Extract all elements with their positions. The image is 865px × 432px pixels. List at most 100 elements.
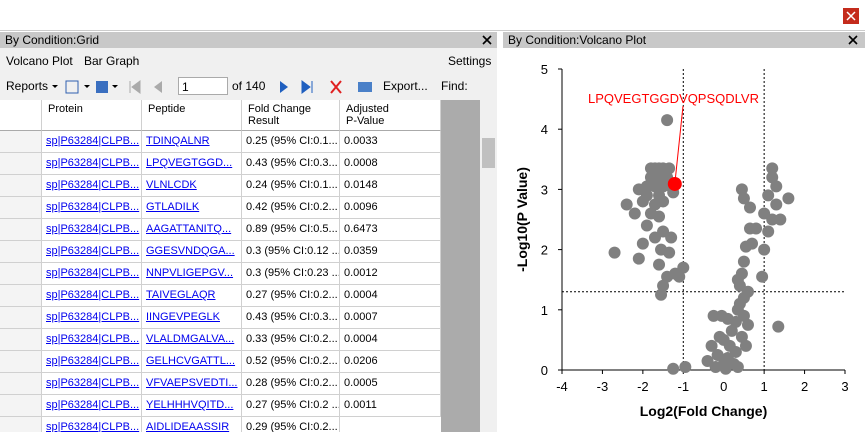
- page-count: of 140: [232, 79, 266, 93]
- peptide-link[interactable]: NNPVLIGEPGV...: [142, 263, 242, 285]
- grid-cell: 0.33 (95% CI:0.2...: [242, 329, 340, 351]
- peptide-link[interactable]: GGESVNDQGA...: [142, 241, 242, 263]
- protein-link[interactable]: sp|P63284|CLPB...: [42, 219, 142, 241]
- menu-item[interactable]: Settings: [448, 54, 492, 68]
- protein-link[interactable]: sp|P63284|CLPB...: [42, 329, 142, 351]
- peptide-link[interactable]: AIDLIDEAASSIR: [142, 417, 242, 432]
- data-point: [739, 339, 752, 352]
- protein-link[interactable]: sp|P63284|CLPB...: [42, 395, 142, 417]
- data-point: [705, 339, 718, 352]
- y-tick-label: 3: [541, 182, 548, 197]
- data-point: [770, 198, 783, 211]
- protein-link[interactable]: sp|P63284|CLPB...: [42, 131, 142, 153]
- row-selector[interactable]: [0, 263, 42, 285]
- scroll-thumb[interactable]: [482, 138, 495, 168]
- column-header: Adjusted P-Value: [340, 100, 441, 131]
- row-selector[interactable]: [0, 219, 42, 241]
- peptide-link[interactable]: GELHCVGATTL...: [142, 351, 242, 373]
- peptide-link[interactable]: VLNLCDK: [142, 175, 242, 197]
- peptide-link[interactable]: TDINQALNR: [142, 131, 242, 153]
- volcano-plot: -4 -3 -2 -1 0 1 2 3 0 1 2 3 4 5 Log2(Fold Change) -Log1…: [514, 62, 849, 419]
- data-point: [640, 219, 653, 232]
- peptide-link[interactable]: VFVAEPSVEDTI...: [142, 373, 242, 395]
- data-point: [737, 192, 750, 205]
- data-point: [758, 243, 771, 256]
- grid-panel: By Condition:Grid Volcano Plot Bar Graph…: [0, 32, 497, 432]
- peptide-link[interactable]: LPQVEGTGGD...: [142, 153, 242, 175]
- menu-item[interactable]: Volcano Plot: [6, 54, 73, 68]
- data-point: [729, 315, 742, 328]
- export-button[interactable]: Export...: [383, 79, 428, 93]
- toolbar-icons: [52, 80, 162, 94]
- protein-link[interactable]: sp|P63284|CLPB...: [42, 351, 142, 373]
- panel-close[interactable]: [848, 35, 858, 45]
- grid-cell: 0.89 (95% CI:0.5...: [242, 219, 340, 241]
- grid-cell: 0.0004: [340, 329, 441, 351]
- protein-link[interactable]: sp|P63284|CLPB...: [42, 197, 142, 219]
- toolbar: Reports 1 of 140 Export... Find:: [0, 74, 497, 100]
- data-point: [735, 330, 748, 343]
- data-point: [719, 362, 732, 375]
- x-tick-label: -2: [637, 379, 649, 394]
- data-point: [667, 362, 680, 375]
- find-label: Find:: [441, 79, 468, 93]
- peptide-link[interactable]: GTLADILK: [142, 197, 242, 219]
- protein-link[interactable]: sp|P63284|CLPB...: [42, 175, 142, 197]
- row-selector[interactable]: [0, 373, 42, 395]
- protein-link[interactable]: sp|P63284|CLPB...: [42, 307, 142, 329]
- x-tick-label: 2: [801, 379, 808, 394]
- peptide-link[interactable]: TAIVEGLAQR: [142, 285, 242, 307]
- row-selector[interactable]: [0, 307, 42, 329]
- data-point: [657, 195, 670, 208]
- page-input[interactable]: 1: [178, 77, 228, 95]
- column-header: Protein: [42, 100, 142, 131]
- close-button[interactable]: [843, 8, 859, 24]
- data-point: [679, 360, 692, 373]
- scrollbar[interactable]: [480, 100, 497, 432]
- grid-cell: 0.3 (95% CI:0.23 ...: [242, 263, 340, 285]
- protein-link[interactable]: sp|P63284|CLPB...: [42, 263, 142, 285]
- grid-cell: 0.43 (95% CI:0.3...: [242, 153, 340, 175]
- panel-title: By Condition:Grid: [0, 32, 497, 48]
- y-tick-label: 4: [541, 122, 548, 137]
- row-selector[interactable]: [0, 351, 42, 373]
- reports-button[interactable]: Reports: [6, 79, 49, 93]
- data-point: [756, 270, 769, 283]
- x-tick-label: 1: [761, 379, 768, 394]
- data-point: [762, 189, 775, 202]
- label-leader: [674, 105, 684, 185]
- protein-link[interactable]: sp|P63284|CLPB...: [42, 417, 142, 432]
- row-selector[interactable]: [0, 395, 42, 417]
- x-tick-label: -1: [678, 379, 690, 394]
- protein-link[interactable]: sp|P63284|CLPB...: [42, 373, 142, 395]
- row-selector[interactable]: [0, 131, 42, 153]
- peptide-link[interactable]: AAGATTANITQ...: [142, 219, 242, 241]
- data-point: [669, 267, 682, 280]
- row-selector[interactable]: [0, 285, 42, 307]
- top-bar: [0, 0, 865, 31]
- grid-cell: 0.0012: [340, 263, 441, 285]
- protein-link[interactable]: sp|P63284|CLPB...: [42, 153, 142, 175]
- menu-item[interactable]: Bar Graph: [84, 54, 140, 68]
- data-point: [663, 246, 676, 259]
- data-point: [620, 198, 633, 211]
- row-selector[interactable]: [0, 329, 42, 351]
- grid-cell: 0.42 (95% CI:0.2...: [242, 197, 340, 219]
- x-tick-label: -3: [597, 379, 609, 394]
- row-selector[interactable]: [0, 153, 42, 175]
- grid-cell: 0.28 (95% CI:0.2...: [242, 373, 340, 395]
- y-tick-label: 5: [541, 62, 548, 77]
- protein-link[interactable]: sp|P63284|CLPB...: [42, 285, 142, 307]
- row-selector[interactable]: [0, 175, 42, 197]
- peptide-link[interactable]: IINGEVPEGLK: [142, 307, 242, 329]
- row-selector[interactable]: [0, 197, 42, 219]
- grid-cell: 0.6473: [340, 219, 441, 241]
- peptide-link[interactable]: VLALDMGALVA...: [142, 329, 242, 351]
- row-selector[interactable]: [0, 241, 42, 263]
- protein-link[interactable]: sp|P63284|CLPB...: [42, 241, 142, 263]
- data-point: [737, 255, 750, 268]
- panel-close[interactable]: [482, 35, 492, 45]
- row-selector[interactable]: [0, 417, 42, 432]
- x-axis-label: Log2(Fold Change): [640, 403, 768, 419]
- peptide-link[interactable]: YELHHHVQITD...: [142, 395, 242, 417]
